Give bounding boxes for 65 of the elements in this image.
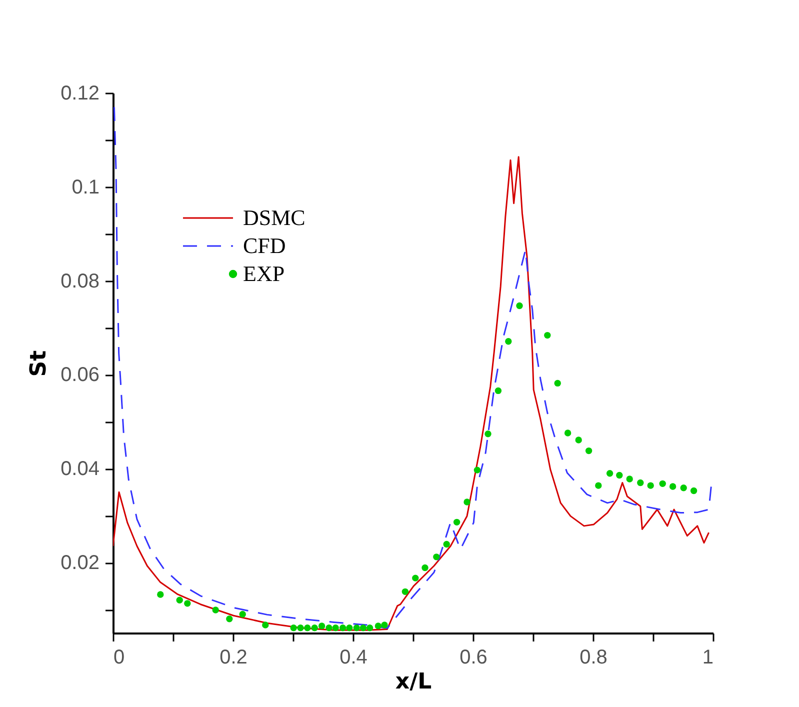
point (637, 479, 644, 486)
point (606, 470, 614, 477)
point (484, 430, 492, 438)
point (304, 624, 311, 632)
point (326, 624, 332, 632)
point (297, 624, 304, 632)
x-tick-label: 0 (114, 646, 125, 668)
point (626, 476, 633, 482)
point (585, 447, 592, 454)
point (564, 430, 572, 436)
point (212, 606, 219, 614)
point (412, 574, 419, 582)
x-tick-label: 1 (702, 646, 714, 668)
point (239, 610, 246, 618)
point (360, 624, 367, 632)
point (422, 564, 428, 572)
point (184, 600, 191, 607)
point (616, 472, 623, 479)
point (659, 480, 666, 488)
point (595, 482, 602, 489)
point (464, 498, 470, 506)
point (544, 332, 551, 339)
point (669, 483, 676, 490)
point (353, 624, 360, 632)
point (516, 302, 523, 310)
point (402, 588, 409, 596)
x-tick-label: 0.2 (220, 646, 248, 668)
point (290, 624, 297, 632)
x-tick-label: 0.6 (460, 646, 488, 668)
legend-label: DSMC (243, 205, 306, 230)
point (494, 387, 502, 394)
point (332, 624, 339, 632)
point (366, 624, 374, 632)
x-tick-label: 0.4 (340, 646, 368, 668)
point (346, 624, 353, 632)
point (647, 482, 654, 489)
y-tick-label: 0.12 (60, 82, 100, 104)
point (318, 622, 326, 630)
y-tick-label: 0.06 (60, 364, 100, 386)
point (374, 622, 382, 630)
point (433, 554, 440, 560)
point (505, 338, 512, 345)
point (262, 622, 269, 628)
point (453, 518, 460, 526)
y-tick-label: 0.1 (72, 176, 100, 198)
point (176, 596, 183, 604)
point (443, 540, 450, 548)
y-tick-label: 0.08 (60, 270, 100, 292)
point (690, 487, 698, 494)
x-axis-title: x/L (395, 670, 432, 694)
point (339, 624, 346, 632)
y-tick-label: 0.02 (60, 552, 100, 574)
point (474, 466, 481, 474)
point (157, 591, 164, 598)
x-tick-label: 0.8 (580, 646, 608, 668)
legend-label: EXP (243, 261, 285, 286)
y-tick-label: 0.04 (60, 458, 100, 480)
point (554, 380, 561, 387)
point (575, 436, 582, 444)
y-axis-title: St (26, 350, 52, 377)
point (311, 624, 318, 632)
legend-label: CFD (243, 233, 286, 258)
point (680, 484, 687, 492)
point (381, 622, 388, 628)
point (226, 616, 233, 622)
